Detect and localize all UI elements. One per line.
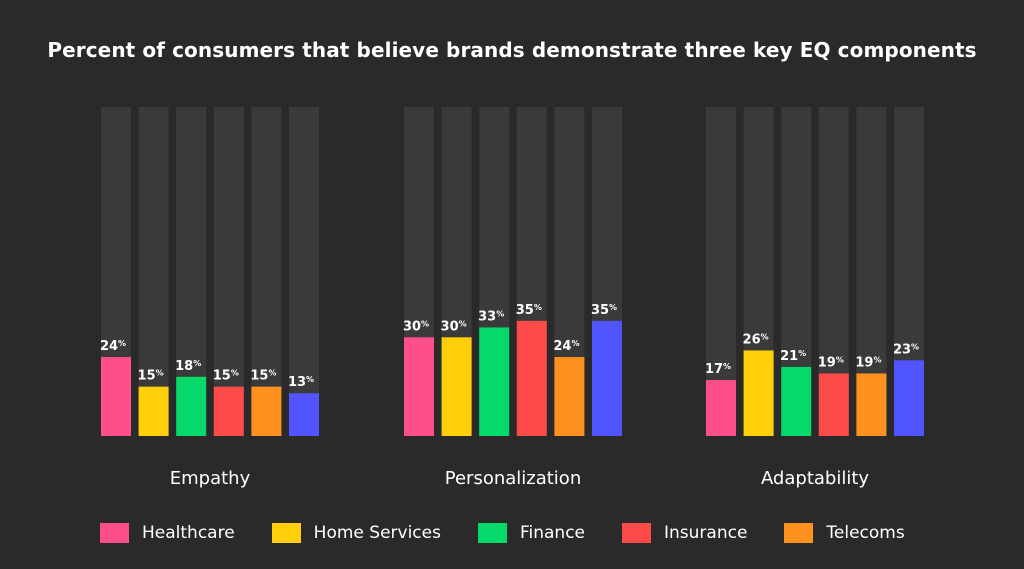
bar-personalization-4 xyxy=(516,320,547,436)
data-label: 35% xyxy=(516,303,542,318)
bar-empathy-5 xyxy=(251,386,282,436)
bar-empathy-3 xyxy=(176,376,207,436)
bar-empathy-6 xyxy=(289,393,319,436)
legend-label: Home Services xyxy=(313,523,441,543)
legend-label: Healthcare xyxy=(142,523,235,543)
legend-item: Home Services xyxy=(271,523,441,543)
chart-title: Percent of consumers that believe brands… xyxy=(47,38,977,62)
legend-swatch xyxy=(271,523,301,543)
bar-adaptability-2 xyxy=(743,350,774,436)
bar-personalization-3 xyxy=(479,327,510,436)
bar-empathy-1 xyxy=(101,357,131,436)
bar-adaptability-5 xyxy=(856,373,887,436)
legend-item: Telecoms xyxy=(784,523,905,543)
data-label: 23% xyxy=(893,342,919,357)
data-label: 21% xyxy=(780,349,806,364)
bar-track-empathy-6 xyxy=(289,107,319,436)
data-label: 15% xyxy=(250,369,276,384)
bar-adaptability-3 xyxy=(781,366,812,436)
group-label-empathy: Empathy xyxy=(170,468,251,489)
bar-empathy-2 xyxy=(138,386,169,436)
data-label: 30% xyxy=(403,319,429,334)
data-label: 17% xyxy=(705,362,731,377)
bar-personalization-6 xyxy=(592,320,622,436)
data-label: 35% xyxy=(591,303,617,318)
bar-personalization-5 xyxy=(554,357,585,436)
legend-item: Healthcare xyxy=(100,523,235,543)
bar-personalization-2 xyxy=(441,337,472,436)
bar-track-empathy-4 xyxy=(213,107,244,436)
data-label: 18% xyxy=(175,359,201,374)
legend: Healthcare Home Services Finance Insurance T… xyxy=(100,518,942,548)
bar-adaptability-1 xyxy=(706,380,736,436)
bar-adaptability-4 xyxy=(818,373,849,436)
bar-adaptability-6 xyxy=(894,360,924,436)
group-label-adaptability: Adaptability xyxy=(761,468,869,489)
bar-empathy-4 xyxy=(213,386,244,436)
data-label: 24% xyxy=(553,339,579,354)
legend-label: Finance xyxy=(519,523,586,543)
legend-label: Insurance xyxy=(664,523,748,543)
legend-swatch xyxy=(784,523,814,543)
data-label: 15% xyxy=(138,369,164,384)
bar-personalization-1 xyxy=(404,337,434,436)
data-label: 26% xyxy=(743,332,769,347)
legend-item: Insurance xyxy=(622,523,747,543)
legend-swatch xyxy=(477,523,507,543)
group-label-personalization: Personalization xyxy=(445,468,581,489)
bar-track-empathy-2 xyxy=(138,107,169,436)
data-label: 19% xyxy=(818,355,844,370)
legend-swatch xyxy=(622,523,652,543)
data-label: 30% xyxy=(441,319,467,334)
data-label: 33% xyxy=(478,309,504,324)
data-label: 15% xyxy=(213,369,239,384)
legend-item: Finance xyxy=(477,523,586,543)
data-label: 24% xyxy=(100,339,126,354)
legend-label: Telecoms xyxy=(826,523,905,543)
data-label: 19% xyxy=(855,355,881,370)
data-label: 13% xyxy=(288,375,314,390)
bar-track-empathy-5 xyxy=(251,107,282,436)
legend-swatch xyxy=(100,523,129,543)
